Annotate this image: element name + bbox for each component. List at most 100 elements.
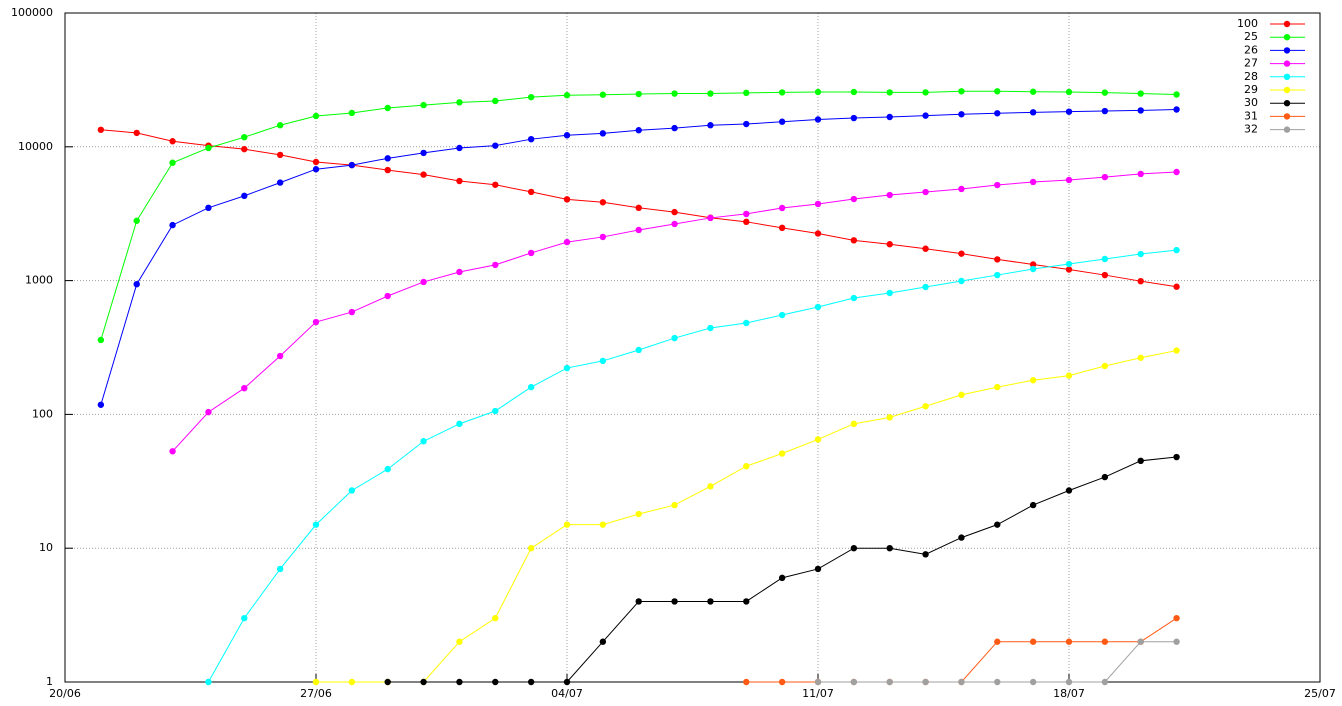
data-point (527, 93, 535, 101)
data-point (599, 130, 607, 137)
data-point (850, 545, 858, 552)
data-point (205, 678, 212, 686)
data-point (1173, 168, 1180, 176)
data-point (958, 391, 965, 399)
x-tick-label: 11/07 (802, 687, 834, 700)
data-point (635, 90, 642, 98)
data-point (1065, 638, 1073, 645)
data-point (1137, 638, 1144, 645)
data-point (1101, 89, 1109, 96)
data-point (527, 249, 535, 257)
data-point (707, 483, 714, 490)
data-point (635, 510, 642, 518)
data-point (312, 166, 320, 173)
legend-marker (1283, 86, 1291, 94)
legend-label: 26 (1244, 43, 1258, 56)
y-tick-label: 10 (39, 541, 53, 554)
data-point (850, 88, 858, 96)
data-point (492, 678, 499, 686)
data-point (456, 144, 463, 152)
data-point (1101, 255, 1109, 263)
data-point (850, 294, 858, 302)
data-point (527, 383, 535, 391)
data-point (1173, 106, 1180, 113)
data-point (635, 598, 642, 605)
data-point (420, 438, 427, 445)
data-point (814, 230, 822, 237)
data-point (241, 192, 248, 200)
data-point (348, 308, 356, 316)
data-point (456, 268, 463, 276)
data-point (169, 138, 176, 145)
data-point (994, 638, 1001, 645)
data-point (922, 188, 929, 196)
data-point (1065, 108, 1073, 115)
data-point (1137, 90, 1144, 97)
data-point (599, 357, 607, 365)
data-point (420, 278, 427, 286)
data-point (563, 521, 571, 528)
data-point (707, 598, 714, 605)
data-point (994, 110, 1001, 117)
data-point (1065, 678, 1073, 686)
data-point (312, 318, 320, 326)
data-point (312, 521, 320, 528)
data-point (1101, 638, 1109, 645)
data-point (814, 565, 822, 573)
data-point (1065, 88, 1073, 96)
data-point (492, 181, 499, 188)
data-point (527, 188, 535, 196)
data-point (1065, 260, 1073, 268)
data-point (599, 91, 607, 98)
data-point (922, 283, 929, 291)
series-line (100, 109, 1177, 405)
data-point (850, 678, 858, 686)
data-point (492, 97, 499, 105)
data-point (743, 319, 750, 327)
legend-label: 27 (1244, 57, 1258, 70)
data-point (778, 204, 786, 212)
y-tick-label: 1 (46, 675, 53, 688)
data-point (994, 271, 1001, 279)
data-point (599, 521, 607, 528)
data-point (384, 104, 391, 112)
legend-marker (1283, 126, 1291, 133)
data-point (778, 89, 786, 96)
data-point (1029, 377, 1037, 384)
data-point (778, 118, 786, 125)
data-point (743, 210, 750, 218)
data-point (1029, 178, 1037, 186)
data-point (778, 574, 786, 582)
series-line (387, 456, 1177, 683)
plot-border (64, 12, 1321, 683)
legend-marker (1283, 34, 1291, 41)
legend-marker (1283, 113, 1291, 120)
data-point (384, 155, 391, 162)
data-point (958, 534, 965, 541)
data-point (743, 120, 750, 128)
data-point (922, 551, 929, 558)
data-point (492, 261, 499, 269)
data-point (814, 678, 822, 686)
data-point (1137, 354, 1144, 361)
data-point (527, 545, 535, 552)
data-point (384, 465, 391, 473)
legend-label: 30 (1244, 96, 1258, 109)
data-point (994, 383, 1001, 391)
data-point (456, 177, 463, 185)
data-point (671, 501, 678, 509)
data-point (850, 237, 858, 244)
data-point (1173, 91, 1180, 98)
data-point (348, 161, 356, 169)
data-point (1029, 638, 1037, 645)
series-line (818, 641, 1177, 683)
data-point (563, 678, 571, 686)
data-point (205, 204, 212, 212)
data-point (97, 336, 105, 344)
data-point (205, 144, 212, 152)
data-point (384, 166, 391, 174)
data-point (886, 113, 893, 121)
data-point (563, 238, 571, 246)
data-point (1101, 173, 1109, 181)
data-point (492, 614, 499, 622)
